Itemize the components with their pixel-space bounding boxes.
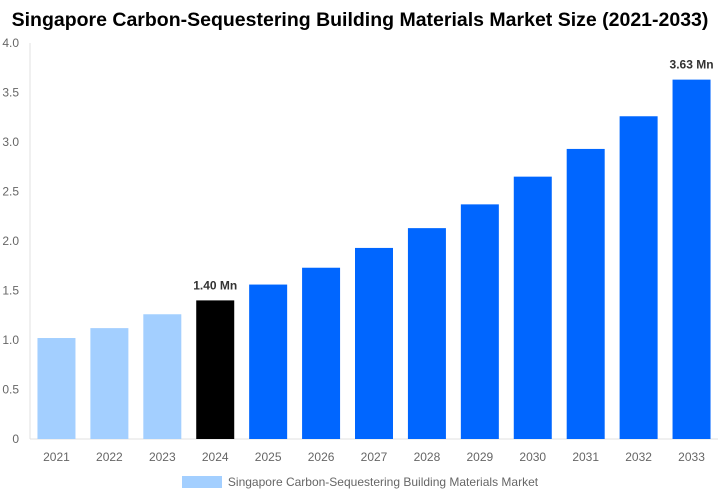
x-tick-label: 2027 <box>361 450 388 464</box>
y-tick-label: 1.5 <box>2 284 19 298</box>
bar <box>143 314 182 439</box>
bar <box>249 284 288 439</box>
bar <box>302 267 341 439</box>
x-tick-label: 2023 <box>149 450 176 464</box>
bar <box>355 247 393 439</box>
legend-swatch <box>181 476 222 488</box>
y-tick-label: 2.0 <box>2 234 19 248</box>
x-tick-label: 2028 <box>414 450 441 464</box>
x-tick-label: 2031 <box>572 450 599 464</box>
bar <box>513 176 552 439</box>
y-tick-label: 2.5 <box>2 185 19 199</box>
bar <box>619 116 658 439</box>
x-tick-label: 2033 <box>678 450 705 464</box>
bar <box>196 300 235 439</box>
bar <box>37 338 76 439</box>
data-label: 3.63 Mn <box>670 58 714 72</box>
y-tick-label: 0.5 <box>2 383 19 397</box>
x-tick-label: 2026 <box>308 450 335 464</box>
bar <box>566 148 605 439</box>
x-tick-label: 2030 <box>519 450 546 464</box>
bar <box>90 328 129 439</box>
bar <box>460 204 499 439</box>
y-tick-label: 3.5 <box>2 86 19 100</box>
data-label: 1.40 Mn <box>193 278 237 292</box>
x-tick-label: 2021 <box>43 450 70 464</box>
x-tick-label: 2024 <box>202 450 229 464</box>
bar <box>407 228 446 439</box>
y-tick-label: 0 <box>12 432 19 446</box>
x-tick-label: 2029 <box>466 450 493 464</box>
x-tick-label: 2025 <box>255 450 282 464</box>
y-tick-label: 1.0 <box>2 333 19 347</box>
x-tick-label: 2022 <box>96 450 123 464</box>
legend-label: Singapore Carbon-Sequestering Building M… <box>227 475 539 489</box>
chart-title: Singapore Carbon-Sequestering Building M… <box>11 9 709 31</box>
x-tick-label: 2032 <box>625 450 652 464</box>
bar <box>672 79 711 439</box>
y-tick-label: 3.0 <box>2 135 19 149</box>
legend: Singapore Carbon-Sequestering Building M… <box>0 475 720 489</box>
y-tick-label: 4.0 <box>2 36 19 50</box>
